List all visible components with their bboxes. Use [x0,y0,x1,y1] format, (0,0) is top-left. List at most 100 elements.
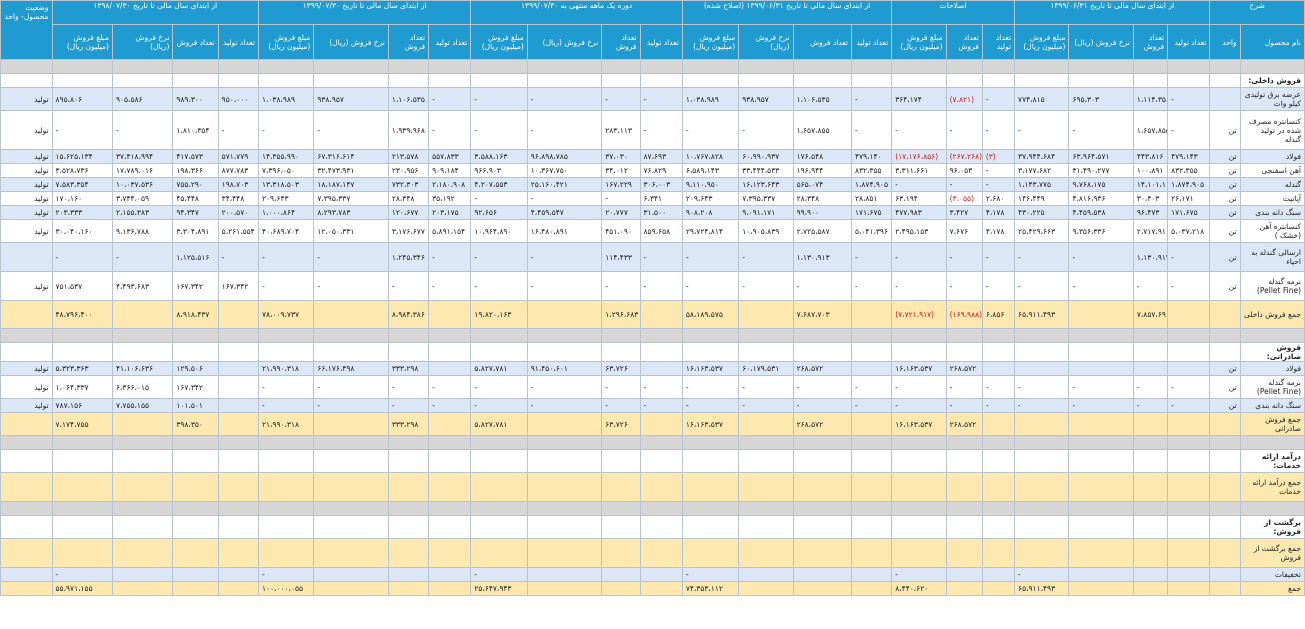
value-cell [601,328,641,343]
value-cell [428,449,472,473]
value-cell [850,342,893,362]
product-name-cell: نرمه گندله (Pellet Fine) [1239,375,1305,399]
value-cell: - [681,398,740,413]
status-cell [0,242,53,272]
unit-cell: تن [1209,177,1241,192]
value-cell [601,567,641,582]
value-cell: ۲،۴۹۵،۱۵۳ [891,219,947,243]
status-cell: تولید [0,191,53,206]
unit-cell: تن [1209,375,1241,399]
value-cell [981,435,1016,450]
value-cell: - [1167,375,1211,399]
value-cell [738,515,794,539]
value-cell: ۷،۷۵۵،۱۵۵ [111,398,174,413]
table-row: سنگ دانه بندی تن - - - - - - - - - - - - - - - - - - -۱۰۱،۵۰… [0,398,1305,413]
status-cell: تولید [0,219,53,243]
value-cell: - [792,398,852,413]
value-cell [945,73,983,88]
value-cell [945,328,983,343]
value-cell: ۳،۵۸۸،۱۶۳ [470,149,528,164]
product-name-cell [1239,435,1305,450]
value-cell [681,73,740,88]
subheader-row: نام محصول واحد تعداد تولید تعداد فروش نرخ فر… [1,24,1305,60]
value-cell: - [257,567,315,582]
value-cell: ۳۰،۰۴۰،۱۶۰ [51,219,113,243]
value-cell: - [387,375,430,399]
value-cell: - [51,242,113,272]
value-cell [1014,59,1070,74]
value-cell: ۳۰۶،۰۰۳ [639,177,683,192]
value-cell: - [1167,242,1211,272]
status-cell [0,412,53,436]
value-cell: ۹۵۰،۰۰۰ [217,87,259,111]
value-cell: ۲،۷۲۵،۵۸۷ [792,219,852,243]
value-cell [51,538,113,568]
value-cell [51,472,113,502]
value-cell [1068,328,1134,343]
value-cell: ۱،۶۵۷،۸۵۵ [792,110,852,150]
value-cell: - [792,271,852,301]
value-cell: ۱۲۰،۶۷۷ [387,205,430,220]
value-cell [313,328,389,343]
value-cell [981,73,1016,88]
value-cell [850,501,893,516]
value-cell [313,435,389,450]
value-cell: - [738,398,794,413]
value-cell: - [981,398,1016,413]
value-cell [428,435,472,450]
value-cell: ۱۳،۳۱۸،۵۰۳ [257,177,315,192]
value-cell: ۳۳،۴۴۴،۵۳۳ [738,163,794,178]
value-cell: ۲،۷۱۷،۹۱۱ [1132,219,1169,243]
value-cell: ۱۴،۱۰۱،۱۱۸ [1132,177,1169,192]
value-cell: ۲۹،۷۲۴،۸۱۴ [681,219,740,243]
value-cell [792,328,852,343]
value-cell [891,59,947,74]
status-cell [0,435,53,450]
value-cell: - [470,110,528,150]
value-cell [111,342,174,362]
value-cell [738,567,794,582]
value-cell [217,472,259,502]
value-cell: ۵۵۷،۸۳۳ [428,149,472,164]
value-cell: ۹۰۸،۲۰۸ [681,205,740,220]
value-cell [428,300,472,329]
value-cell [526,581,603,596]
unit-cell [1209,73,1241,88]
value-cell [217,342,259,362]
subheader-sales-rate: نرخ فروش (ریال) [313,24,389,60]
product-name-cell: سنگ دانه بندی [1239,205,1305,220]
value-cell [1167,342,1211,362]
table-header: شرح از ابتدای سال مالی تا تاریخ ۱۳۹۹/۰۶/… [0,0,1305,60]
value-cell: ۸،۲۹۳،۷۸۳ [313,205,389,220]
value-cell: ۶،۵۸۹،۱۴۳ [681,163,740,178]
value-cell: - [1167,271,1211,301]
table-row [0,328,1305,343]
value-cell: ۸،۹۱۸،۴۳۷ [172,300,219,329]
value-cell [51,515,113,539]
value-cell: ۱۲۹،۵۰۶ [172,361,219,376]
value-cell: (۱۷،۱۷۶،۸۵۶) [891,149,947,164]
subheader-sales-rate: نرخ فروش (ریال) [1068,24,1134,60]
value-cell [738,300,794,329]
value-cell [1014,435,1070,450]
value-cell: ۵،۰۴۱،۳۹۶ [850,219,893,243]
subheader-sales-amount: مبلغ فروش (میلیون ریال) [891,24,947,60]
value-cell [1132,567,1169,582]
value-cell: ۹،۱۱۰،۹۵۰ [681,177,740,192]
value-cell: - [470,242,528,272]
value-cell: - [891,271,947,301]
value-cell [1167,449,1211,473]
value-cell [601,515,641,539]
value-cell [387,515,430,539]
value-cell [470,73,528,88]
value-cell [470,449,528,473]
product-name-cell: فروش صادراتی: [1239,342,1305,362]
value-cell: ۳،۷۴۴،۰۵۹ [111,191,174,206]
value-cell: ۷۵۵،۲۹۰ [172,177,219,192]
value-cell: - [945,375,983,399]
value-cell: ۴،۴۹۳،۶۸۳ [111,271,174,301]
unit-cell: تن [1209,191,1241,206]
value-cell [891,328,947,343]
value-cell: - [945,110,983,150]
value-cell [313,73,389,88]
